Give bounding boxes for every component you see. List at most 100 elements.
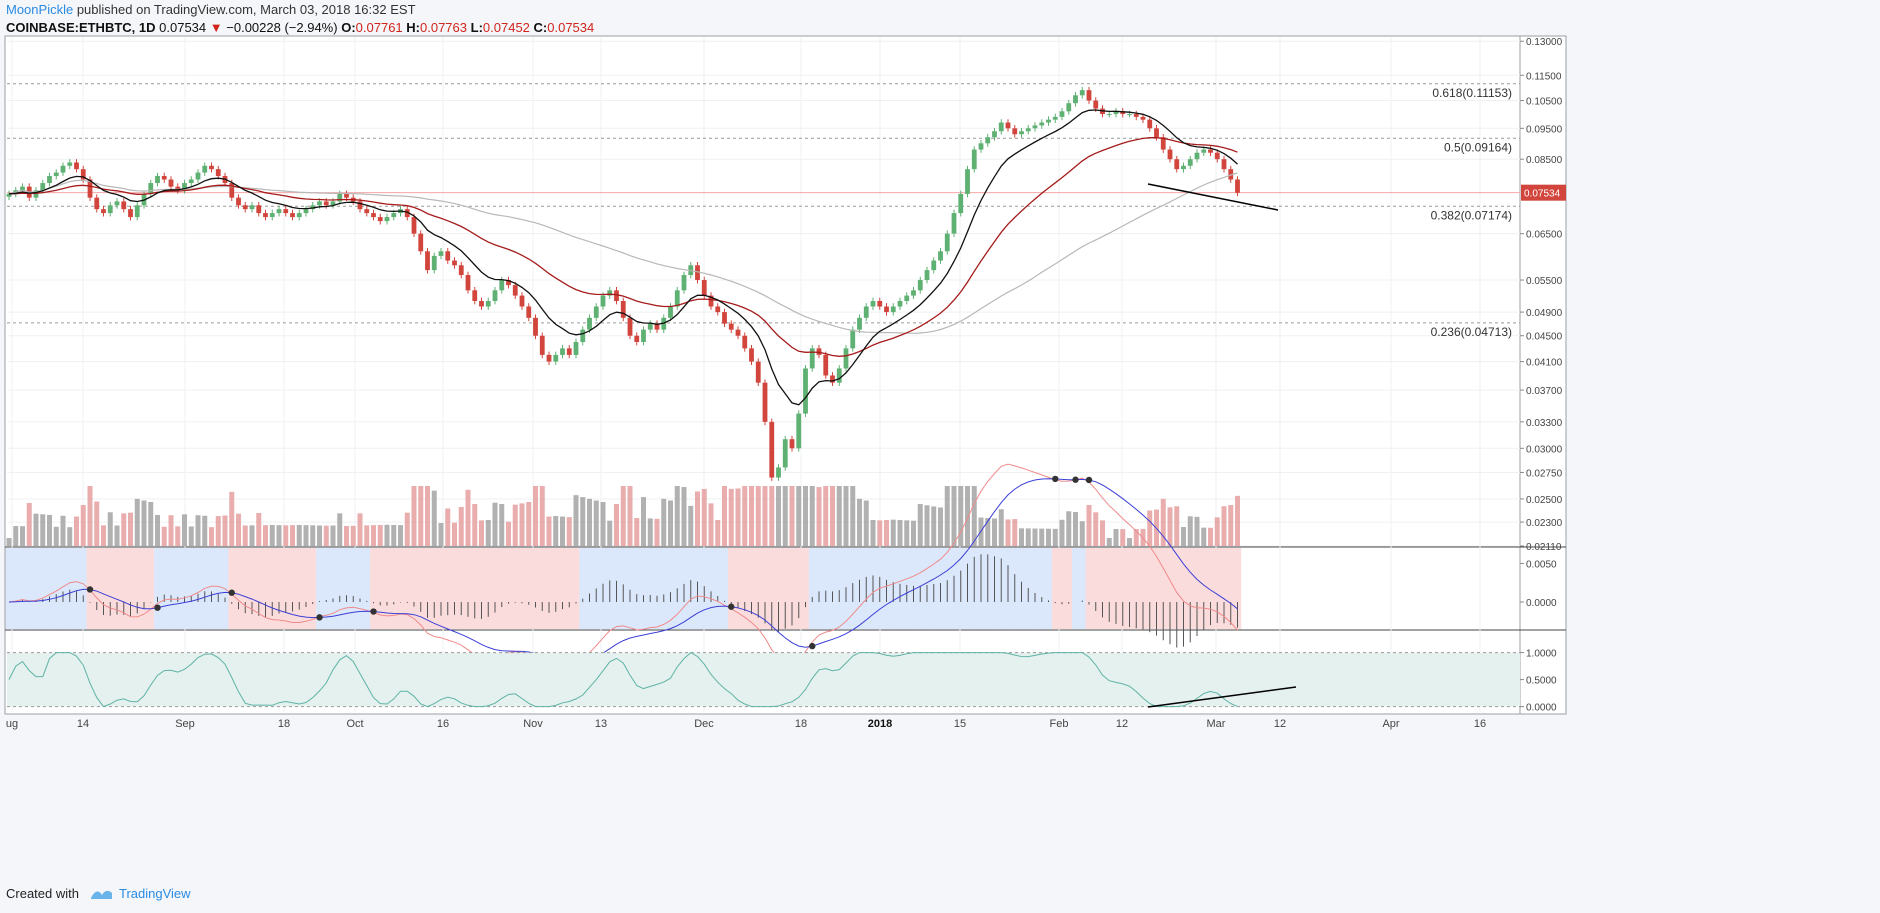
- osc-regime-band: [268, 548, 276, 629]
- osc-regime-band: [255, 548, 263, 629]
- volume-bar: [944, 486, 950, 546]
- candle-body: [580, 329, 586, 342]
- osc-regime-band: [1220, 548, 1228, 629]
- osc-regime-band: [383, 548, 391, 629]
- osc-regime-band: [1180, 548, 1188, 629]
- candle-body: [668, 306, 673, 318]
- candle-body: [1174, 159, 1180, 170]
- candle-body: [317, 201, 322, 206]
- volume-bar: [593, 500, 599, 546]
- candle-body: [998, 122, 1004, 132]
- volume-bar: [148, 502, 154, 546]
- candle-body: [485, 300, 491, 307]
- candle-body: [1025, 128, 1031, 132]
- volume-bar: [161, 526, 167, 546]
- volume-bar: [614, 504, 619, 546]
- candle-body: [168, 179, 174, 187]
- candle-body: [506, 280, 511, 286]
- symbol-label: COINBASE:ETHBTC, 1D: [6, 20, 156, 35]
- candle-body: [425, 251, 430, 271]
- ma-slow-line: [8, 172, 1238, 334]
- volume-bar: [256, 513, 262, 546]
- time-tick-label: 12: [1116, 718, 1128, 730]
- volume-bar: [911, 520, 916, 546]
- candle-body: [330, 201, 336, 206]
- candle-body: [134, 205, 140, 218]
- last-price: 0.07534: [159, 20, 207, 35]
- osc-regime-band: [525, 548, 533, 629]
- candle-body: [1086, 90, 1092, 101]
- candle-body: [60, 165, 66, 173]
- osc-regime-band: [748, 548, 756, 629]
- osc-cross-dot: [1085, 476, 1093, 484]
- price-trendline: [1147, 183, 1279, 211]
- candle-body: [1154, 128, 1159, 138]
- osc-regime-band: [660, 548, 668, 629]
- volume-bar: [53, 526, 59, 546]
- time-tick-label: Feb: [1050, 718, 1069, 730]
- osc-regime-band: [714, 548, 722, 629]
- candle-body: [391, 213, 397, 218]
- volume-bar: [202, 515, 208, 546]
- volume-bar: [195, 515, 201, 546]
- osc-regime-band: [464, 548, 472, 629]
- osc-regime-band: [397, 548, 405, 629]
- volume-bar: [438, 523, 444, 546]
- volume-bar: [229, 491, 235, 546]
- volume-bar: [539, 486, 545, 546]
- price-tick-label: 0.13000: [1526, 37, 1563, 48]
- candle-body: [539, 335, 545, 355]
- osc-regime-band: [282, 548, 290, 629]
- osc-regime-band: [707, 548, 715, 629]
- candle-body: [627, 317, 633, 336]
- candle-body: [1052, 116, 1058, 120]
- volume-bar: [600, 502, 606, 546]
- tradingview-link[interactable]: TradingView: [118, 886, 191, 901]
- volume-bar: [337, 513, 343, 546]
- volume-bar: [850, 486, 856, 546]
- osc-regime-band: [25, 548, 33, 629]
- candle-body: [107, 205, 113, 214]
- price-tick-label: 0.02300: [1526, 518, 1563, 529]
- candle-body: [1201, 149, 1207, 153]
- volume-bar: [6, 538, 12, 546]
- candle-body: [620, 300, 626, 318]
- volume-bar: [701, 488, 707, 546]
- osc-regime-band: [579, 548, 587, 629]
- candle-body: [992, 131, 997, 138]
- candle-body: [215, 169, 221, 177]
- price-tick-label: 0.05500: [1526, 276, 1563, 287]
- candle-body: [965, 169, 970, 194]
- osc-regime-band: [356, 548, 364, 629]
- volume-bar: [1046, 528, 1051, 546]
- volume-bar: [431, 490, 437, 546]
- candle-body: [830, 375, 835, 383]
- osc-regime-band: [100, 548, 108, 629]
- volume-bar: [546, 516, 552, 546]
- osc-regime-band: [66, 548, 74, 629]
- candle-body: [728, 323, 734, 330]
- candle-body: [161, 176, 167, 180]
- ohlc-line: COINBASE:ETHBTC, 1D 0.07534 ▼ −0.00228 (…: [6, 20, 594, 35]
- price-tick-label: 0.10500: [1526, 97, 1563, 108]
- candle-body: [938, 251, 943, 261]
- volume-bar: [580, 497, 586, 546]
- candle-body: [1160, 137, 1166, 150]
- osc-regime-band: [127, 548, 135, 629]
- candle-body: [600, 295, 606, 307]
- candle-body: [276, 209, 282, 214]
- osc-regime-band: [140, 548, 148, 629]
- osc-regime-band: [1200, 548, 1208, 629]
- author-link[interactable]: MoonPickle: [6, 2, 74, 17]
- candle-body: [74, 162, 79, 170]
- price-tick-label: 0.02500: [1526, 495, 1563, 506]
- osc-regime-band: [194, 548, 202, 629]
- volume-bar: [1073, 512, 1078, 546]
- osc-regime-band: [1078, 548, 1086, 629]
- osc-regime-band: [417, 548, 425, 629]
- osc-regime-band: [741, 548, 749, 629]
- volume-bar: [674, 486, 680, 546]
- osc-regime-band: [586, 548, 594, 629]
- volume-bar: [209, 527, 214, 546]
